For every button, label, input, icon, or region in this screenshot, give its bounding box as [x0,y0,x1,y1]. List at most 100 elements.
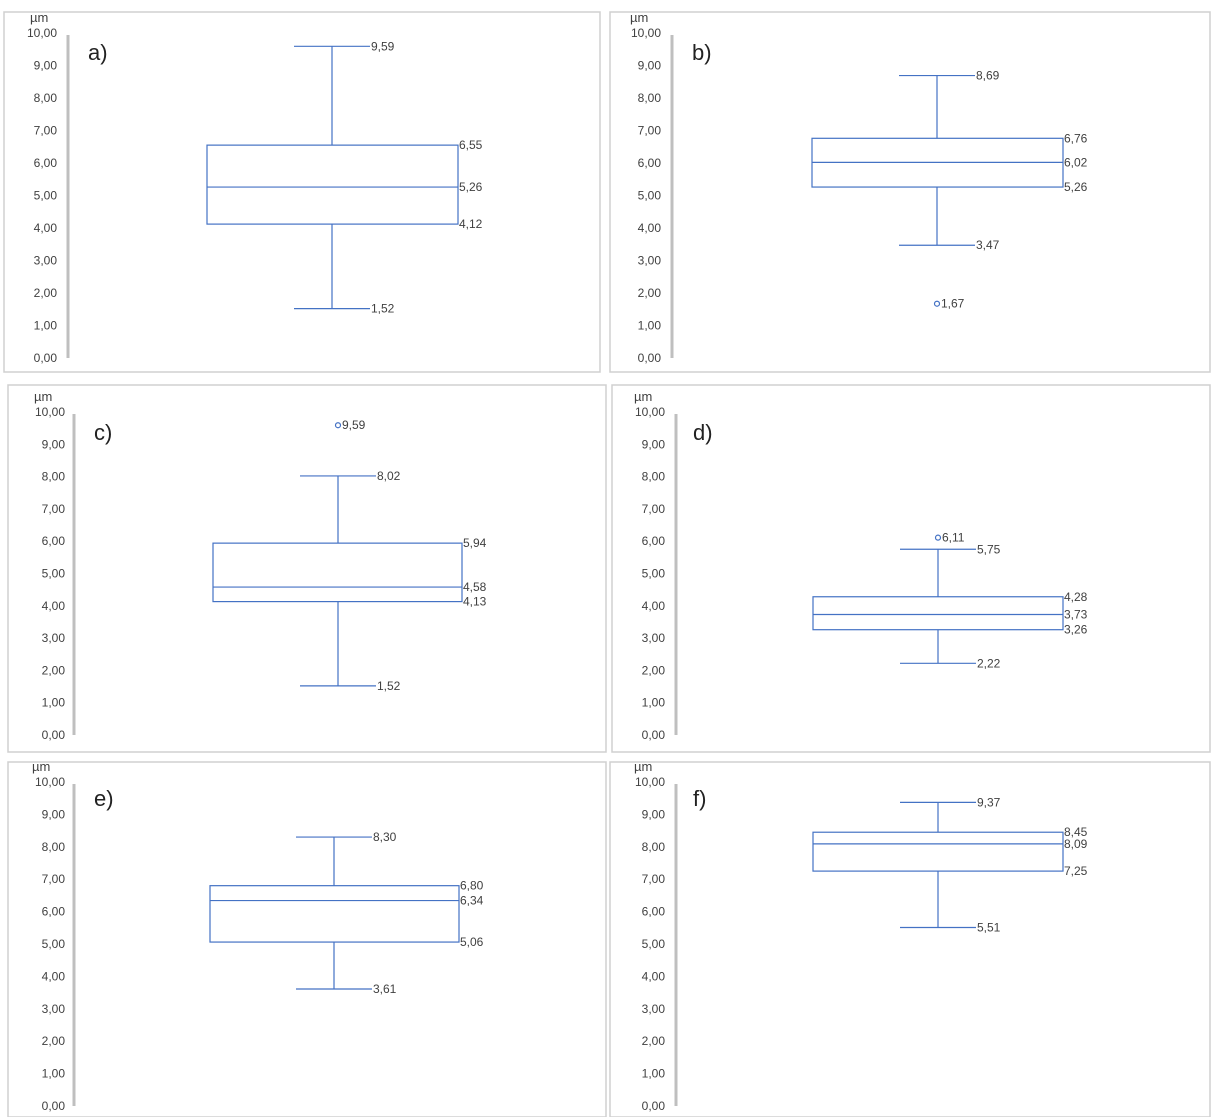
y-tick-label: 7,00 [642,502,666,516]
panel-label: c) [94,420,112,445]
q1-value-label: 5,26 [1064,180,1088,194]
median-value-label: 3,73 [1064,608,1088,622]
y-tick-label: 1,00 [42,1067,66,1081]
y-tick-label: 5,00 [642,567,666,581]
y-tick-label: 5,00 [34,189,58,203]
max-value-label: 8,02 [377,469,401,483]
y-tick-label: 1,00 [642,696,666,710]
y-tick-label: 7,00 [42,502,66,516]
panel-frame [7,384,607,753]
min-value-label: 1,52 [371,302,395,316]
q3-value-label: 4,28 [1064,590,1088,604]
panel-label: b) [692,40,712,65]
y-tick-label: 5,00 [642,937,666,951]
y-tick-label: 3,00 [42,631,66,645]
min-value-label: 5,51 [977,920,1001,934]
y-unit-label: µm [30,10,48,25]
min-value-label: 2,22 [977,656,1001,670]
y-tick-label: 1,00 [42,696,66,710]
y-tick-label: 2,00 [638,286,662,300]
panel-frame [3,11,601,373]
y-tick-label: 4,00 [42,969,66,983]
y-tick-label: 10,00 [27,26,57,40]
y-tick-label: 3,00 [42,1002,66,1016]
y-unit-label: µm [34,389,52,404]
y-tick-label: 0,00 [642,728,666,742]
y-tick-label: 6,00 [638,156,662,170]
y-tick-label: 2,00 [42,663,66,677]
boxplot-panel-f: 0,00 1,00 2,00 3,00 4,00 5,00 6,00 7,00 8,00 9,00… [609,759,1211,1117]
y-tick-label: 10,00 [635,405,665,419]
y-tick-label: 0,00 [642,1099,666,1113]
y-unit-label: µm [630,10,648,25]
y-tick-label: 10,00 [35,775,65,789]
y-tick-label: 7,00 [642,872,666,886]
iqr-box [812,831,1064,872]
y-tick-label: 6,00 [642,905,666,919]
outlier-point [934,534,942,541]
median-value-label: 8,09 [1064,837,1088,851]
y-tick-label: 3,00 [34,254,58,268]
min-value-label: 3,47 [976,238,1000,252]
y-tick-label: 0,00 [42,728,66,742]
iqr-box [812,596,1064,631]
y-tick-label: 8,00 [34,91,58,105]
y-tick-label: 6,00 [642,534,666,548]
q3-value-label: 6,80 [460,879,484,893]
y-tick-label: 4,00 [42,599,66,613]
outlier-point [933,300,941,307]
q3-value-label: 5,94 [463,536,487,550]
y-tick-label: 9,00 [642,437,666,451]
q3-value-label: 6,55 [459,138,483,152]
y-tick-label: 5,00 [638,189,662,203]
outlier-value-label: 1,67 [941,297,965,311]
panel-frame [7,761,607,1117]
y-tick-label: 4,00 [34,221,58,235]
boxplot-panel-a: 0,00 1,00 2,00 3,00 4,00 5,00 6,00 7,00 8,00 9,00… [3,10,601,373]
boxplot-panel-d: 0,00 1,00 2,00 3,00 4,00 5,00 6,00 7,00 8,00 9,00… [611,384,1211,753]
y-tick-label: 10,00 [631,26,661,40]
y-tick-label: 2,00 [642,663,666,677]
median-value-label: 5,26 [459,180,483,194]
boxplot-panel-b: 0,00 1,00 2,00 3,00 4,00 5,00 6,00 7,00 8,00 9,00… [609,10,1211,373]
y-tick-label: 4,00 [642,969,666,983]
panel-frame [611,384,1211,753]
outlier-value-label: 9,59 [342,418,366,432]
y-tick-label: 3,00 [642,631,666,645]
y-tick-label: 8,00 [642,840,666,854]
iqr-box [209,885,460,943]
min-value-label: 1,52 [377,679,401,693]
y-tick-label: 0,00 [42,1099,66,1113]
y-tick-label: 7,00 [42,872,66,886]
median-value-label: 4,58 [463,580,487,594]
y-tick-label: 4,00 [638,221,662,235]
panel-label: a) [88,40,108,65]
boxplot-panel-c: 0,00 1,00 2,00 3,00 4,00 5,00 6,00 7,00 8,00 9,00… [7,384,607,753]
y-tick-label: 7,00 [34,124,58,138]
iqr-box [206,144,459,225]
max-value-label: 9,59 [371,39,395,53]
boxplot-panel-e: 0,00 1,00 2,00 3,00 4,00 5,00 6,00 7,00 8,00 9,00… [7,759,607,1117]
panel-frame [609,761,1211,1117]
max-value-label: 8,69 [976,69,1000,83]
q3-value-label: 6,76 [1064,131,1088,145]
min-value-label: 3,61 [373,982,397,996]
y-tick-label: 3,00 [638,254,662,268]
y-tick-label: 9,00 [642,807,666,821]
q1-value-label: 4,13 [463,595,487,609]
max-value-label: 5,75 [977,542,1001,556]
y-tick-label: 1,00 [34,319,58,333]
median-value-label: 6,34 [460,894,484,908]
outlier-value-label: 6,11 [942,531,965,545]
y-tick-label: 2,00 [642,1034,666,1048]
y-tick-label: 10,00 [635,775,665,789]
panel-label: e) [94,786,114,811]
y-tick-label: 5,00 [42,937,66,951]
y-tick-label: 9,00 [638,59,662,73]
y-tick-label: 0,00 [638,351,662,365]
y-unit-label: µm [634,389,652,404]
q1-value-label: 4,12 [459,217,483,231]
y-unit-label: µm [634,759,652,774]
y-tick-label: 6,00 [42,905,66,919]
